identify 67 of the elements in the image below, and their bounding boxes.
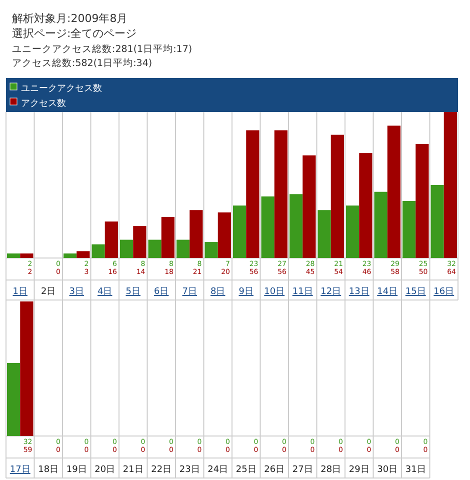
- x-tick-label: 27日: [292, 465, 313, 475]
- legend-label: アクセス数: [21, 98, 66, 109]
- x-tick-label: 9日: [238, 287, 254, 297]
- bar: [218, 212, 231, 258]
- bar: [416, 144, 429, 258]
- x-tick-label: 1日: [12, 287, 28, 297]
- bar: [274, 130, 288, 258]
- x-tick-label: 12日: [320, 287, 342, 297]
- bar: [148, 240, 162, 258]
- x-tick-label: 7日: [182, 287, 197, 297]
- bar: [176, 240, 190, 258]
- bar: [120, 240, 134, 258]
- chart-subtitle: 選択ページ:全てのページ: [12, 27, 137, 40]
- x-tick-label: 6日: [154, 287, 169, 297]
- x-tick-label: 10日: [264, 287, 285, 297]
- bar: [374, 192, 388, 258]
- bar: [76, 251, 90, 258]
- x-tick-label: 31日: [405, 465, 426, 475]
- bar: [387, 126, 400, 258]
- x-tick-label: 26日: [264, 465, 285, 475]
- legend-label: ユニークアクセス数: [21, 83, 102, 94]
- bar: [104, 222, 118, 258]
- x-tick-label: 29日: [348, 465, 370, 475]
- bar: [20, 253, 34, 258]
- text: アクセス総数:582(1日平均:34): [12, 57, 152, 69]
- x-tick-label: 22日: [151, 465, 172, 475]
- x-tick-label: 11日: [292, 287, 313, 297]
- bar: [302, 155, 316, 258]
- x-tick-label: 23日: [179, 465, 200, 475]
- text: ユニークアクセス総数:281(1日平均:17): [12, 43, 192, 55]
- x-tick-label: 30日: [377, 465, 398, 475]
- bar: [330, 134, 344, 258]
- x-tick-label: 20日: [94, 465, 116, 475]
- x-tick-label: 19日: [66, 465, 87, 475]
- bar: [290, 194, 303, 258]
- bar: [402, 200, 416, 258]
- bar: [64, 253, 77, 258]
- x-tick-label: 28日: [320, 465, 342, 475]
- x-tick-label: 24日: [208, 465, 228, 475]
- x-tick-label: 18日: [38, 465, 59, 475]
- x-tick-label: 16日: [434, 287, 454, 297]
- x-tick-label: 4日: [98, 287, 112, 297]
- bar: [346, 206, 360, 258]
- bar: [190, 210, 203, 258]
- x-tick-label: 13日: [348, 287, 370, 297]
- x-tick-label: 5日: [126, 287, 140, 297]
- bar: [318, 210, 331, 258]
- x-tick-label: 17日: [10, 465, 30, 475]
- bar: [430, 185, 444, 258]
- bar: [261, 196, 274, 258]
- x-tick-label: 21日: [122, 465, 144, 475]
- x-tick-label: 8日: [210, 287, 226, 297]
- bar: [161, 216, 174, 258]
- x-tick-label: 15日: [405, 287, 426, 297]
- bar: [7, 253, 20, 258]
- bar: [92, 244, 105, 258]
- bar: [233, 206, 246, 258]
- x-tick-label: 2日: [41, 287, 56, 297]
- bar: [444, 112, 457, 258]
- bar: [246, 130, 260, 258]
- x-tick-label: 14日: [377, 287, 398, 297]
- bar: [359, 153, 372, 258]
- x-tick-label: 25日: [236, 465, 256, 475]
- bar: [133, 226, 146, 258]
- x-tick-label: 3日: [69, 287, 84, 297]
- bar: [204, 242, 218, 258]
- chart-title: 解析対象月:2009年8月: [12, 12, 128, 25]
